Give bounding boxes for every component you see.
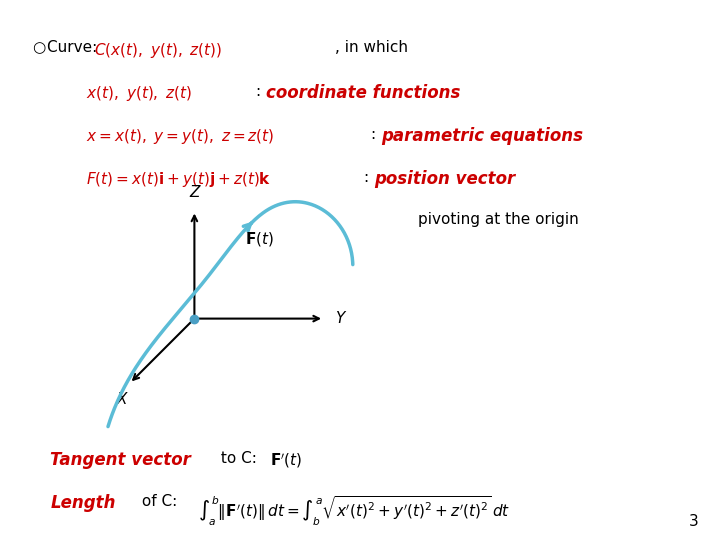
- Text: :: :: [364, 170, 374, 185]
- Text: Curve:: Curve:: [47, 40, 102, 56]
- Text: of C:: of C:: [137, 494, 186, 509]
- Text: Tangent vector: Tangent vector: [50, 451, 192, 469]
- Text: $C(x(t),\ y(t),\ z(t))$: $C(x(t),\ y(t),\ z(t))$: [94, 40, 222, 59]
- Text: Z: Z: [189, 185, 199, 200]
- Text: $x = x(t),\ y = y(t),\ z = z(t)$: $x = x(t),\ y = y(t),\ z = z(t)$: [86, 127, 275, 146]
- Text: to C:: to C:: [216, 451, 266, 466]
- Text: $\mathbf{F}(t)$: $\mathbf{F}(t)$: [245, 231, 274, 248]
- Text: $\mathbf{F}'(t)$: $\mathbf{F}'(t)$: [270, 451, 302, 469]
- Text: ○: ○: [32, 40, 45, 56]
- Text: :: :: [256, 84, 266, 99]
- Text: $\int_a^b \|\mathbf{F}'(t)\|\,dt = \int_b^a \sqrt{x'(t)^2 + y'(t)^2 + z'(t)^2}\,: $\int_a^b \|\mathbf{F}'(t)\|\,dt = \int_…: [198, 494, 510, 528]
- Text: position vector: position vector: [374, 170, 516, 188]
- Text: pivoting at the origin: pivoting at the origin: [418, 212, 578, 227]
- Text: :: :: [371, 127, 381, 142]
- Text: X: X: [117, 392, 127, 407]
- Text: $x(t),\ y(t),\ z(t)$: $x(t),\ y(t),\ z(t)$: [86, 84, 193, 103]
- Text: Y: Y: [335, 311, 344, 326]
- Text: parametric equations: parametric equations: [382, 127, 584, 145]
- Text: , in which: , in which: [335, 40, 408, 56]
- Text: coordinate functions: coordinate functions: [266, 84, 461, 102]
- Text: Length: Length: [50, 494, 116, 512]
- Text: $F(t)= x(t)\mathbf{i} + y(t)\mathbf{j} + z(t)\mathbf{k}$: $F(t)= x(t)\mathbf{i} + y(t)\mathbf{j} +…: [86, 170, 271, 189]
- Text: 3: 3: [688, 514, 698, 529]
